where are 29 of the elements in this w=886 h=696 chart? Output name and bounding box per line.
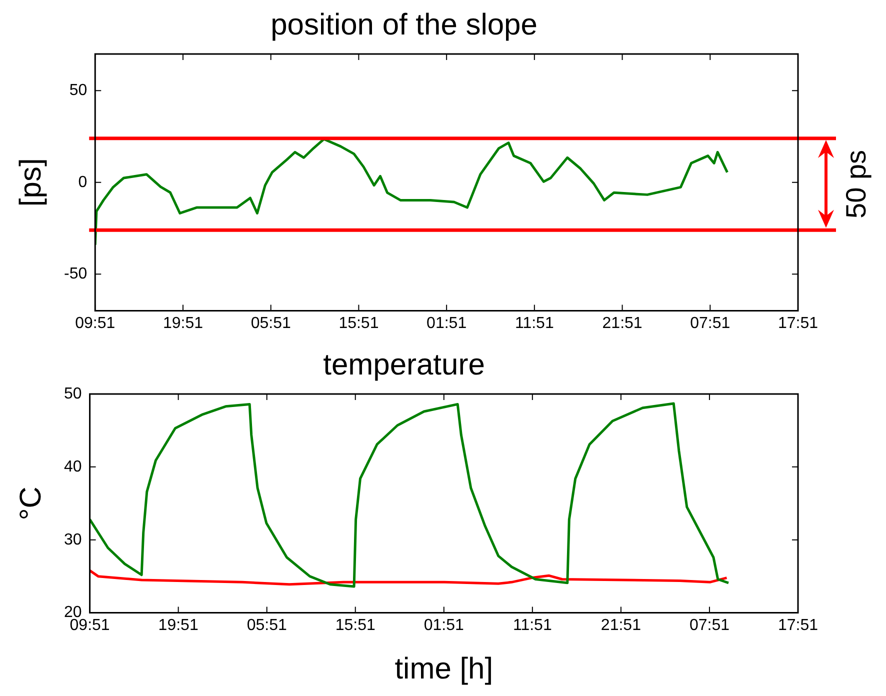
y-tick-label: 50 xyxy=(64,385,82,402)
y-tick-label: 40 xyxy=(64,458,82,476)
x-tick-label: 01:51 xyxy=(424,616,464,634)
text: 50 ps xyxy=(840,150,872,218)
x-tick-label: 17:51 xyxy=(778,616,818,634)
y-tick-label: 50 xyxy=(69,82,88,100)
x-tick-label: 19:51 xyxy=(158,616,198,634)
x-tick-label: 15:51 xyxy=(338,314,379,332)
x-tick-label: 19:51 xyxy=(162,314,204,332)
x-tick-label: 21:51 xyxy=(602,314,642,332)
x-tick-label: 11:51 xyxy=(512,616,552,634)
x-tick-label: 11:51 xyxy=(514,314,554,332)
x-axis-title: time [h] xyxy=(394,652,494,686)
chart-title: position of the slope xyxy=(270,8,538,42)
x-tick-label: 07:51 xyxy=(689,616,730,634)
x-tick-label: 21:51 xyxy=(600,616,642,634)
x-tick-label: 15:51 xyxy=(335,616,376,634)
x-tick-label: 07:51 xyxy=(690,314,730,332)
y-tick-label: 30 xyxy=(64,531,82,548)
x-tick-label: 01:51 xyxy=(426,314,467,332)
x-tick-label: 05:51 xyxy=(250,314,291,332)
x-tick-label: 17:51 xyxy=(778,314,818,332)
y-axis-title: [ps] xyxy=(14,158,48,207)
x-tick-label: 09:51 xyxy=(75,314,116,332)
chart-title: temperature xyxy=(323,348,485,382)
y-axis-title: °C xyxy=(14,486,48,520)
y-tick-label: 0 xyxy=(78,174,88,191)
y-tick-label: -50 xyxy=(64,266,88,283)
x-tick-label: 05:51 xyxy=(246,616,287,634)
